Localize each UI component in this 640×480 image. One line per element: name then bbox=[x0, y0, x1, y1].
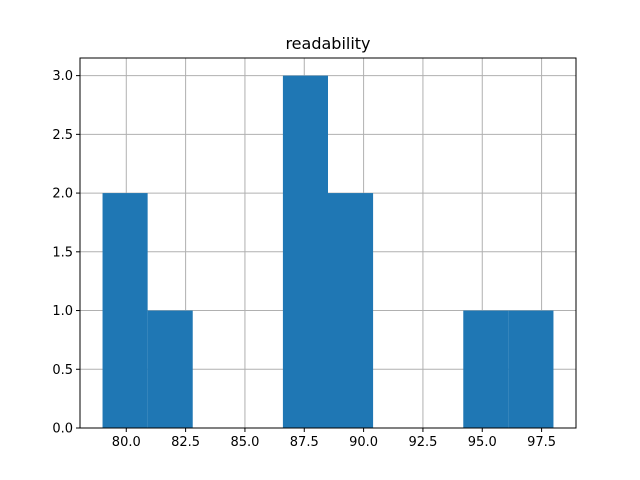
x-tick-label: 97.5 bbox=[527, 435, 556, 450]
y-tick-label: 2.5 bbox=[52, 128, 73, 143]
y-tick-label: 0.5 bbox=[52, 363, 73, 378]
histogram-bar bbox=[508, 310, 554, 428]
x-tick-label: 92.5 bbox=[408, 435, 437, 450]
bar-layer bbox=[102, 75, 554, 428]
histogram-bar bbox=[147, 310, 193, 428]
x-axis: 80.0 82.5 85.0 87.5 90.0 92.5 95.0 97.5 bbox=[112, 428, 556, 450]
x-tick-label: 82.5 bbox=[171, 435, 200, 450]
plot-frame bbox=[79, 57, 577, 429]
x-tick-label: 85.0 bbox=[230, 435, 259, 450]
y-tick-label: 3.0 bbox=[52, 69, 73, 84]
chart-title: readability bbox=[285, 34, 370, 53]
y-tick-label: 2.0 bbox=[52, 187, 73, 202]
y-axis: 0.0 0.5 1.0 1.5 2.0 2.5 3.0 bbox=[52, 69, 80, 437]
histogram-bar bbox=[282, 75, 328, 428]
y-tick-label: 0.0 bbox=[52, 422, 73, 437]
y-tick-label: 1.5 bbox=[52, 245, 73, 260]
histogram-bar bbox=[328, 193, 374, 428]
x-tick-label: 80.0 bbox=[112, 435, 141, 450]
histogram-bar bbox=[463, 310, 509, 428]
x-tick-label: 90.0 bbox=[349, 435, 378, 450]
histogram-bar bbox=[102, 193, 148, 428]
y-tick-label: 1.0 bbox=[52, 304, 73, 319]
x-tick-label: 87.5 bbox=[290, 435, 319, 450]
x-tick-label: 95.0 bbox=[468, 435, 497, 450]
